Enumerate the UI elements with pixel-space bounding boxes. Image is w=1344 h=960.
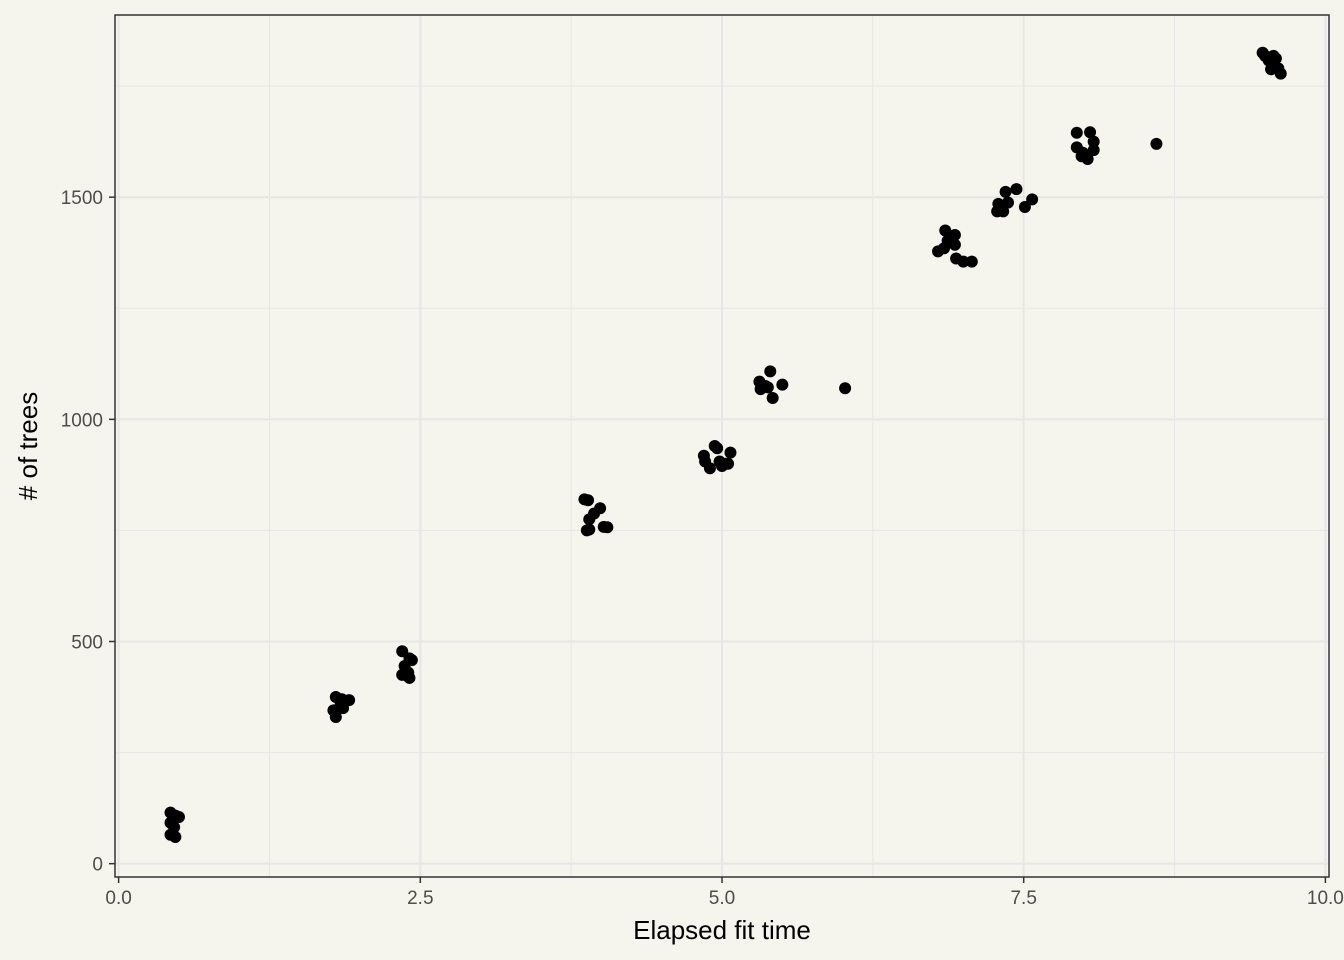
data-point — [601, 521, 614, 534]
y-tick-label: 0 — [92, 855, 103, 876]
data-point — [1269, 52, 1282, 65]
data-point — [761, 381, 774, 394]
data-point — [1018, 200, 1031, 213]
data-point — [405, 654, 418, 667]
data-point — [703, 462, 716, 475]
data-point — [334, 698, 347, 711]
data-point — [939, 224, 952, 237]
data-point — [722, 457, 735, 470]
data-point — [1070, 126, 1083, 139]
data-point — [839, 382, 852, 395]
data-point — [764, 365, 777, 378]
data-point — [169, 831, 182, 844]
data-points — [164, 46, 1287, 844]
data-point — [965, 255, 978, 268]
data-point — [776, 378, 789, 391]
data-point — [594, 502, 607, 515]
data-point — [766, 392, 779, 405]
data-point — [1002, 196, 1015, 209]
x-tick-label: 2.5 — [407, 888, 433, 909]
y-tick-label: 1500 — [61, 188, 103, 209]
data-point — [1026, 193, 1039, 206]
data-point — [948, 228, 961, 241]
y-axis: 0 500 1000 1500 — [61, 188, 115, 876]
data-point — [957, 255, 970, 268]
x-tick-label: 5.0 — [709, 888, 735, 909]
x-tick-label: 10.0 — [1307, 888, 1344, 909]
x-tick-label: 7.5 — [1010, 888, 1036, 909]
data-point — [582, 494, 595, 507]
data-point — [999, 185, 1012, 198]
data-point — [1150, 137, 1163, 150]
data-point — [997, 205, 1010, 218]
data-point — [711, 442, 724, 455]
y-axis-title: # of trees — [13, 392, 43, 500]
data-point — [1081, 152, 1094, 165]
data-point — [1274, 67, 1287, 80]
x-axis-title: Elapsed fit time — [633, 915, 811, 945]
data-point — [580, 524, 593, 537]
y-tick-label: 500 — [71, 633, 103, 654]
x-tick-label: 0.0 — [105, 888, 131, 909]
data-point — [403, 671, 416, 684]
data-point — [1084, 126, 1097, 139]
data-point — [724, 446, 737, 459]
data-point — [1087, 144, 1100, 157]
data-point — [1087, 135, 1100, 148]
data-point — [948, 238, 961, 251]
x-axis: 0.0 2.5 5.0 7.5 10.0 — [105, 877, 1344, 909]
data-point — [1010, 183, 1023, 196]
data-point — [329, 711, 342, 724]
data-point — [172, 811, 185, 824]
y-tick-label: 1000 — [61, 410, 103, 431]
